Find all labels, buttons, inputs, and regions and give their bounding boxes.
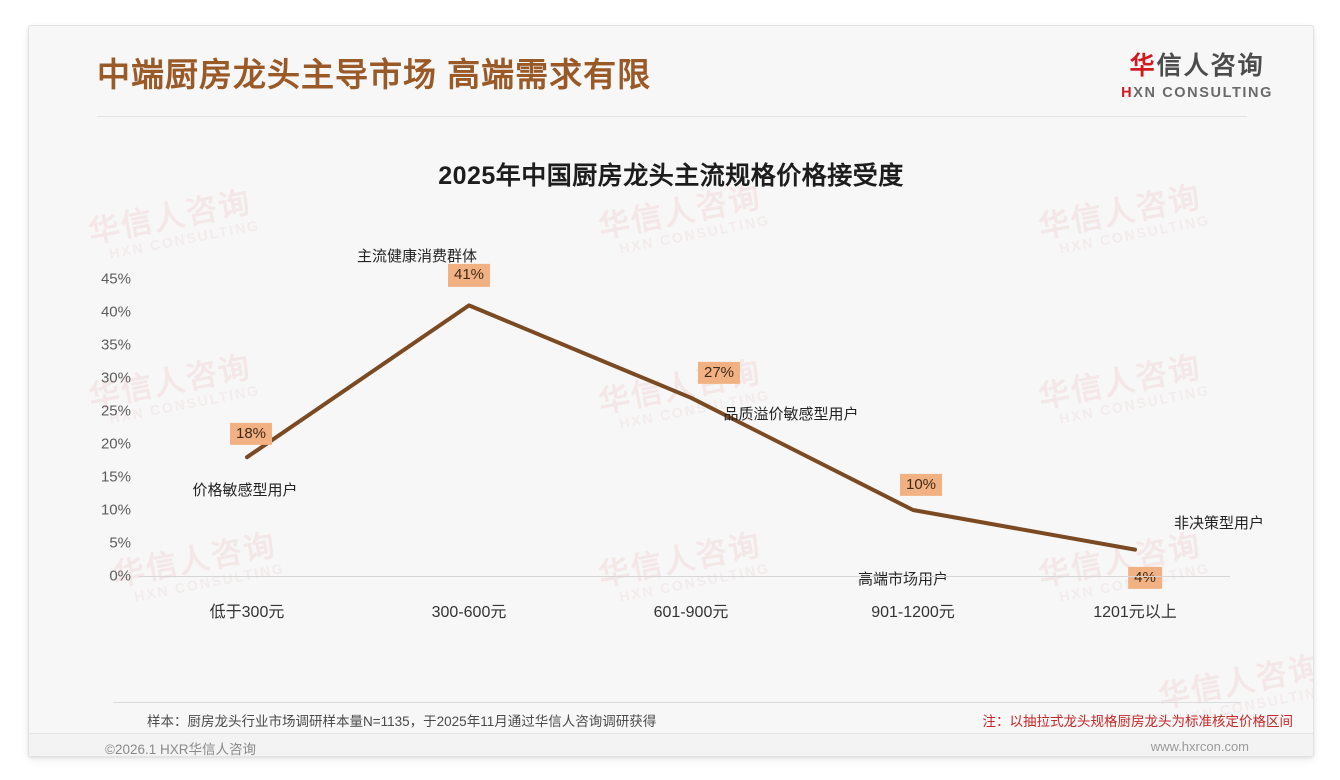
data-point-label: 18%	[229, 423, 273, 446]
x-axis-tick-label: 601-900元	[653, 604, 729, 621]
watermark-en: HXN CONSULTING	[107, 381, 261, 427]
watermark: 华信人咨询 HXN CONSULTING	[110, 527, 286, 607]
slide-header: 中端厨房龙头主导市场 高端需求有限 华信人咨询 HXN CONSULTING	[29, 26, 1313, 117]
watermark: 华信人咨询 HXN CONSULTING	[595, 354, 771, 434]
copyright-text: ©2026.1 HXR华信人咨询	[105, 742, 256, 757]
watermark-en: HXN CONSULTING	[1057, 381, 1211, 427]
header-divider	[97, 116, 1247, 117]
y-axis-tick-label: 25%	[100, 402, 131, 420]
watermark-cn-accent: 华信人咨询	[110, 527, 280, 593]
y-axis-tick-label: 0%	[109, 567, 131, 585]
point-annotation-label: 高端市场用户	[857, 571, 949, 588]
y-axis-tick-label: 45%	[100, 270, 131, 288]
data-point-label: 27%	[697, 361, 741, 384]
watermark: 华信人咨询 HXN CONSULTING	[595, 527, 771, 607]
watermark: 华信人咨询 HXN CONSULTING	[1035, 527, 1211, 607]
series-line	[245, 303, 1137, 552]
company-logo: 华信人咨询 HXN CONSULTING	[1121, 54, 1273, 101]
logo-en-accent-char: H	[1121, 85, 1134, 101]
watermark: 华信人咨询 HXN CONSULTING	[1035, 349, 1211, 429]
x-axis-tick-label: 低于300元	[209, 604, 285, 621]
point-annotation-label: 主流健康消费群体	[356, 248, 478, 266]
logo-chinese-rest: 信人咨询	[1156, 52, 1265, 80]
watermark-cn-accent: 华信人咨询	[1035, 349, 1205, 415]
x-axis-tick-label: 1201元以上	[1093, 604, 1177, 621]
watermark-en: HXN CONSULTING	[617, 211, 771, 257]
data-point-label: 4%	[1128, 566, 1162, 589]
point-annotation-label: 价格敏感型用户	[192, 482, 298, 500]
page-title: 中端厨房龙头主导市场 高端需求有限	[97, 56, 652, 93]
website-url[interactable]: www.hxrcon.com	[1150, 739, 1249, 754]
y-axis-tick-label: 30%	[100, 369, 131, 387]
logo-chinese-text: 华信人咨询	[1121, 54, 1273, 79]
watermark-cn-accent: 华信人咨询	[1035, 527, 1205, 593]
point-annotation-label: 非决策型用户	[1173, 514, 1265, 532]
point-annotation-label: 品质溢价敏感型用户	[723, 405, 859, 423]
watermark-en: HXN CONSULTING	[1057, 559, 1211, 605]
watermark: 华信人咨询 HXN CONSULTING	[85, 184, 261, 264]
y-axis-tick-label: 35%	[100, 336, 131, 354]
data-point-label: 41%	[447, 264, 491, 287]
watermark-en: HXN CONSULTING	[1057, 211, 1211, 257]
y-axis-tick-label: 20%	[100, 435, 131, 453]
watermark-en: HXN CONSULTING	[132, 559, 286, 605]
watermark-en: HXN CONSULTING	[617, 559, 771, 605]
footer-divider	[113, 702, 1241, 703]
watermark-cn-accent: 华信人咨询	[85, 349, 255, 415]
watermark-en: HXN CONSULTING	[107, 216, 261, 262]
watermark-en: HXN CONSULTING	[617, 386, 771, 432]
y-axis-tick-label: 5%	[109, 534, 131, 552]
footnote-note: 注：以抽拉式龙头规格厨房龙头为标准核定价格区间	[982, 714, 1294, 729]
x-axis-tick-label: 901-1200元	[871, 604, 955, 621]
y-axis-tick-label: 40%	[100, 303, 131, 321]
y-axis-tick-label: 15%	[100, 468, 131, 486]
watermark-cn-accent: 华信人咨询	[595, 354, 765, 420]
watermark-cn-accent: 华信人咨询	[85, 184, 255, 250]
footer-bar	[29, 733, 1313, 756]
logo-english-rest: XN CONSULTING	[1133, 85, 1273, 101]
x-axis-tick-label: 300-600元	[431, 604, 507, 621]
x-axis-line	[139, 576, 1230, 577]
logo-english-text: HXN CONSULTING	[1121, 86, 1273, 101]
watermark: 华信人咨询 HXN CONSULTING	[596, 179, 771, 259]
chart-plot-area: 0% 5% 10% 15% 20% 25% 30% 35% 40% 45% 低于300元 300-6…	[29, 26, 1313, 756]
data-point-label: 10%	[899, 473, 943, 497]
footnote-sample: 样本：厨房龙头行业市场调研样本量N=1135，于2025年11月通过华信人咨询调…	[147, 714, 657, 729]
watermark: 华信人咨询 HXN CONSULTING	[85, 349, 261, 429]
watermark-cn-accent: 华信人咨询	[595, 527, 765, 593]
logo-accent-char: 华	[1129, 52, 1157, 80]
watermark: 华信人咨询 HXN CONSULTING	[1036, 179, 1211, 259]
chart-line-svg	[245, 303, 1137, 552]
chart-title: 2025年中国厨房龙头主流规格价格接受度	[438, 162, 904, 190]
watermark-cn-accent: 华信人咨询	[1155, 649, 1314, 715]
slide-frame: 华信人咨询 HXN CONSULTING 华信人咨询 HXN CONSULTIN…	[28, 25, 1314, 757]
y-axis-tick-label: 10%	[100, 501, 131, 519]
